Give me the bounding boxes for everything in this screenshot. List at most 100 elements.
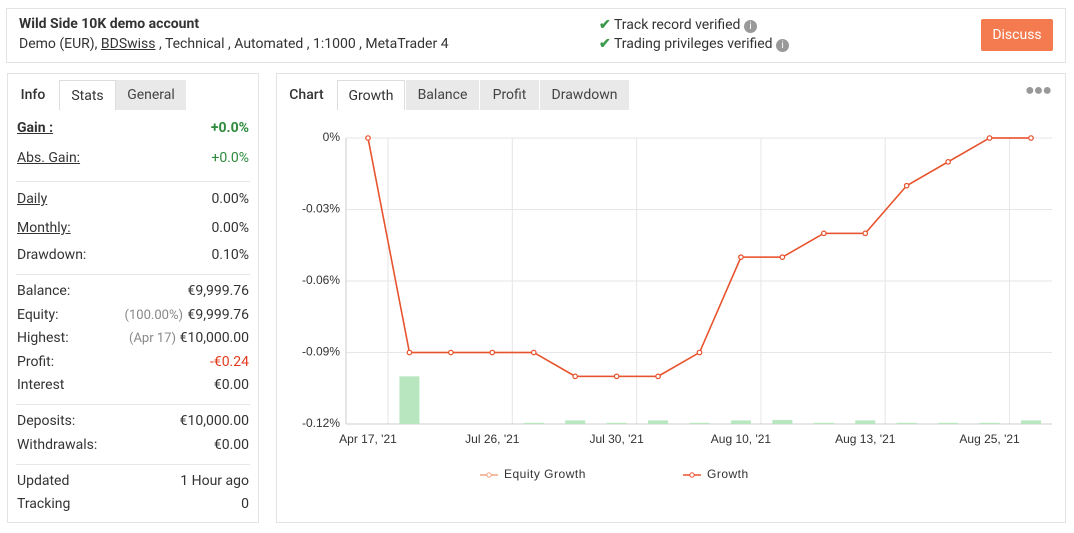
verification-text: Trading privileges verified xyxy=(613,36,773,52)
tab[interactable]: Growth xyxy=(337,80,405,110)
separator xyxy=(16,464,250,465)
verification: ✔ Trading privileges verified i xyxy=(599,36,790,52)
separator xyxy=(16,181,250,182)
stat-label: Profit: xyxy=(17,354,55,370)
broker-link[interactable]: BDSwiss xyxy=(100,36,156,52)
verification-text: Track record verified xyxy=(613,17,741,33)
marker xyxy=(696,349,703,356)
marker xyxy=(655,373,661,380)
account-title: Wild Side 10K demo account xyxy=(19,16,200,32)
marker xyxy=(489,349,496,356)
tab[interactable]: Stats xyxy=(59,80,116,110)
verification: ✔ Track record verified i xyxy=(599,17,757,33)
tab[interactable]: Profit xyxy=(480,80,539,110)
stat-note: (100.00%) xyxy=(124,308,183,323)
marker xyxy=(738,254,744,260)
x-tick-label: Jul 26, '21 xyxy=(465,432,520,446)
marker xyxy=(572,373,578,380)
bar xyxy=(979,422,1000,424)
y-tick-label: -0.12% xyxy=(302,416,340,430)
x-tick-label: Aug 10, '21 xyxy=(711,432,772,446)
stat-value: €9,999.76 xyxy=(187,283,249,299)
bar xyxy=(606,422,627,424)
x-tick-label: Jul 30, '21 xyxy=(589,432,644,446)
discuss-button[interactable]: Discuss xyxy=(981,19,1053,51)
stat-label: Withdrawals: xyxy=(17,437,98,453)
bar xyxy=(772,419,793,424)
tab[interactable]: Chart xyxy=(289,87,324,103)
stat-value: €0.00 xyxy=(213,437,249,453)
stats-panel: Info Stats General Gain : +0.0% Abs. Gain: +0.… xyxy=(7,73,259,523)
tab[interactable]: Balance xyxy=(406,80,479,110)
bar xyxy=(399,376,420,424)
stat-value: 0.00% xyxy=(211,220,249,236)
stat-note: (Apr 17) xyxy=(129,331,176,346)
stat-label: Equity: xyxy=(17,307,59,323)
bar xyxy=(730,420,751,424)
x-tick-label: Apr 17, '21 xyxy=(339,432,397,446)
stat-value: +0.0% xyxy=(211,150,249,166)
x-tick-label: Aug 13, '21 xyxy=(835,432,896,446)
legend-marker xyxy=(689,472,695,478)
marker xyxy=(862,230,869,237)
bar xyxy=(689,422,710,424)
bar xyxy=(896,422,917,424)
bar xyxy=(813,422,834,424)
details: Demo (EUR), xyxy=(19,36,101,52)
stat-label: Tracking xyxy=(17,496,71,512)
marker xyxy=(945,159,951,165)
stat-label: Interest xyxy=(17,377,65,393)
legend-label: Equity Growth xyxy=(504,467,586,481)
stat-label: Balance: xyxy=(17,283,71,299)
stat-value: -€0.24 xyxy=(209,354,249,370)
stat-label: Deposits: xyxy=(17,413,76,429)
marker xyxy=(821,230,827,237)
stat-label: Daily xyxy=(17,191,48,207)
tab[interactable]: General xyxy=(116,80,186,110)
stat-label: Drawdown: xyxy=(17,247,87,263)
stat-value: 1 Hour ago xyxy=(180,473,249,489)
tab[interactable]: Drawdown xyxy=(540,80,629,110)
legend-marker xyxy=(486,472,492,478)
stat-value: 0.10% xyxy=(211,247,249,263)
header: Wild Side 10K demo account Demo (EUR), B… xyxy=(6,8,1066,63)
stat-value: €0.00 xyxy=(213,377,249,393)
stat-label: Gain : xyxy=(17,120,54,136)
tab[interactable]: Info xyxy=(20,87,46,103)
bar xyxy=(648,420,669,424)
marker xyxy=(779,254,786,260)
stat-value: +0.0% xyxy=(210,120,249,136)
y-tick-label: -0.03% xyxy=(302,202,340,216)
marker xyxy=(448,349,454,356)
stat-value: €10,000.00 xyxy=(179,330,249,346)
bar xyxy=(938,422,959,424)
stat-label: Updated xyxy=(17,473,70,489)
marker xyxy=(1028,135,1034,141)
bar xyxy=(523,422,544,424)
chart: 0% -0.03% -0.06% -0.09% -0.12% Apr 17, '21 Jul… xyxy=(302,130,1052,481)
marker xyxy=(365,135,371,141)
stat-value: 0 xyxy=(241,496,249,512)
marker xyxy=(406,349,413,356)
bar xyxy=(855,420,876,424)
stat-value: €9,999.76 xyxy=(187,307,249,323)
stat-label: Abs. Gain: xyxy=(17,150,81,166)
marker xyxy=(613,373,620,380)
stat-label: Highest: xyxy=(17,330,69,346)
x-tick-label: Aug 25, '21 xyxy=(959,432,1020,446)
legend-label: Growth xyxy=(707,467,749,481)
stat-value: 0.00% xyxy=(211,191,249,207)
y-tick-label: -0.09% xyxy=(302,345,340,359)
bar xyxy=(1021,420,1041,424)
y-tick-label: 0% xyxy=(323,130,341,144)
bar xyxy=(565,420,586,424)
marker xyxy=(530,349,537,356)
marker xyxy=(903,182,910,189)
menu-icon[interactable]: ●●● xyxy=(1025,80,1052,99)
stat-label: Monthly: xyxy=(17,220,71,236)
y-tick-label: -0.06% xyxy=(302,273,340,287)
details: , Technical , Automated , 1:1000 , MetaT… xyxy=(155,36,449,52)
separator xyxy=(16,274,250,275)
account-details: Demo (EUR), BDSwiss , Technical , Automa… xyxy=(19,36,449,52)
